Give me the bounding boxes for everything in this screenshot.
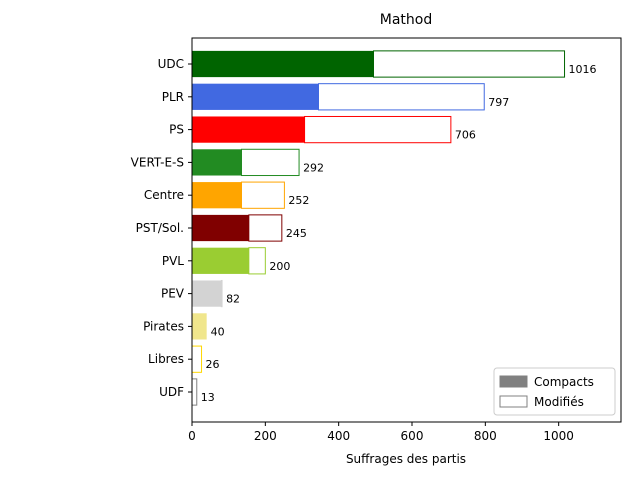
x-tick-label-400: 400	[327, 429, 350, 443]
bar-modifies-Centre	[241, 181, 285, 209]
y-tick-label-VERT-E-S: VERT-E-S	[131, 155, 184, 169]
chart-title: Mathod	[380, 12, 432, 28]
legend-label-Modifiés: Modifiés	[534, 395, 584, 409]
legend-swatch-Compacts	[499, 375, 528, 388]
x-tick-label-800: 800	[474, 429, 497, 443]
bar-modifies-UDC	[373, 50, 566, 78]
data-label-VERT-E-S: 292	[303, 161, 324, 174]
bar-modifies-UDF	[191, 378, 198, 406]
data-label-Pirates: 40	[211, 325, 225, 338]
y-axis: UDC PLR PS VERT-E-S Centre PST/Sol. PVL PEV Pira…	[131, 57, 192, 399]
x-axis-label: Suffrages des partis	[346, 452, 466, 466]
y-tick-label-PST/Sol.: PST/Sol.	[136, 221, 184, 235]
legend-swatch-Modifiés	[499, 395, 528, 408]
bar-modifies-PST/Sol.	[248, 214, 283, 242]
legend: Compacts Modifiés	[493, 367, 616, 416]
legend-label-Compacts: Compacts	[534, 375, 594, 389]
axes-frame	[191, 37, 622, 423]
y-tick-label-PLR: PLR	[162, 90, 184, 104]
data-label-Libres: 26	[206, 358, 220, 371]
bar-modifies-PS	[304, 115, 452, 144]
x-tick-label-200: 200	[254, 429, 277, 443]
bar-modifies-PLR	[318, 83, 485, 111]
data-label-PS: 706	[455, 129, 476, 142]
bar-compacts-Pirates	[192, 313, 207, 340]
data-label-Centre: 252	[288, 194, 309, 207]
data-label-PVL: 200	[269, 260, 290, 273]
data-label-PLR: 797	[488, 96, 509, 109]
bar-compacts-PS	[192, 116, 305, 143]
y-tick-label-Centre: Centre	[144, 188, 184, 202]
y-tick-label-Libres: Libres	[148, 352, 184, 366]
x-axis: 0 200 400 600 800 1000	[188, 422, 574, 443]
x-tick-label-1000: 1000	[543, 429, 574, 443]
bar-modifies-Libres	[191, 345, 203, 373]
y-tick-label-Pirates: Pirates	[143, 319, 184, 333]
y-tick-label-PEV: PEV	[161, 287, 185, 301]
bar-modifies-VERT-E-S	[241, 148, 300, 177]
bar-modifies-PEV	[220, 279, 223, 308]
bar-compacts-PEV	[192, 280, 222, 307]
y-tick-label-UDF: UDF	[159, 385, 184, 399]
data-label-PST/Sol.: 245	[286, 227, 307, 240]
bar-modifies-PVL	[248, 247, 266, 275]
y-tick-label-UDC: UDC	[158, 57, 184, 71]
bar-compacts-PST/Sol.	[192, 214, 249, 242]
plot-area: 1016 797 706 292 252 245 200 82 40 26 13	[191, 50, 597, 406]
data-label-PEV: 82	[226, 293, 240, 306]
x-tick-label-600: 600	[401, 429, 424, 443]
bar-compacts-PVL	[192, 247, 249, 274]
bar-compacts-VERT-E-S	[192, 149, 242, 176]
y-tick-label-PS: PS	[169, 123, 184, 137]
x-tick-label-0: 0	[188, 429, 196, 443]
data-label-UDF: 13	[201, 391, 215, 404]
data-label-UDC: 1016	[569, 63, 597, 76]
y-tick-label-PVL: PVL	[162, 254, 184, 268]
bar-compacts-UDC	[192, 50, 374, 78]
bar-compacts-PLR	[192, 83, 319, 110]
bar-compacts-Centre	[192, 182, 242, 209]
